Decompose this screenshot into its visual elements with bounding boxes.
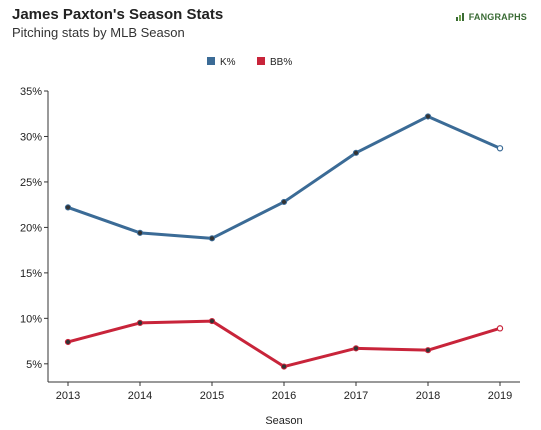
fangraphs-leaf-icon (455, 13, 464, 21)
chart-title: James Paxton's Season Stats (12, 6, 224, 23)
legend-label: BB% (270, 57, 292, 68)
legend-label: K% (220, 57, 236, 68)
legend-swatch (257, 57, 265, 65)
data-point (496, 145, 504, 152)
x-tick-label: 2018 (416, 390, 440, 402)
y-tick-label: 10% (20, 313, 42, 325)
y-tick-label: 25% (20, 177, 42, 189)
x-tick-label: 2019 (488, 390, 512, 402)
data-point (208, 317, 216, 325)
x-tick-label: 2015 (200, 390, 224, 402)
data-point (424, 113, 432, 120)
x-tick-label: 2013 (56, 390, 80, 402)
data-point (352, 149, 360, 156)
legend-swatch (207, 57, 215, 65)
data-point (64, 204, 72, 211)
data-point (352, 345, 360, 352)
data-point (136, 229, 144, 236)
y-tick-label: 35% (20, 86, 42, 98)
data-point (64, 338, 72, 346)
logo-text: FANGRAPHS (468, 12, 527, 22)
data-point (496, 325, 504, 332)
y-tick-label: 30% (20, 131, 42, 143)
series-line (66, 114, 502, 240)
data-point (208, 235, 216, 242)
data-point (136, 319, 144, 326)
x-tick-label: 2017 (344, 390, 368, 402)
data-point (424, 347, 432, 354)
series-line (66, 319, 502, 369)
chart-subtitle: Pitching stats by MLB Season (12, 25, 185, 40)
x-tick-label: 2014 (128, 390, 152, 402)
y-tick-label: 20% (20, 222, 42, 234)
y-tick-label: 15% (20, 268, 42, 280)
data-point (280, 198, 288, 206)
x-tick-label: 2016 (272, 390, 296, 402)
y-tick-label: 5% (26, 359, 42, 371)
data-point (280, 363, 288, 370)
x-axis-title: Season (265, 415, 302, 427)
fangraphs-logo: FANGRAPHS (455, 12, 527, 22)
